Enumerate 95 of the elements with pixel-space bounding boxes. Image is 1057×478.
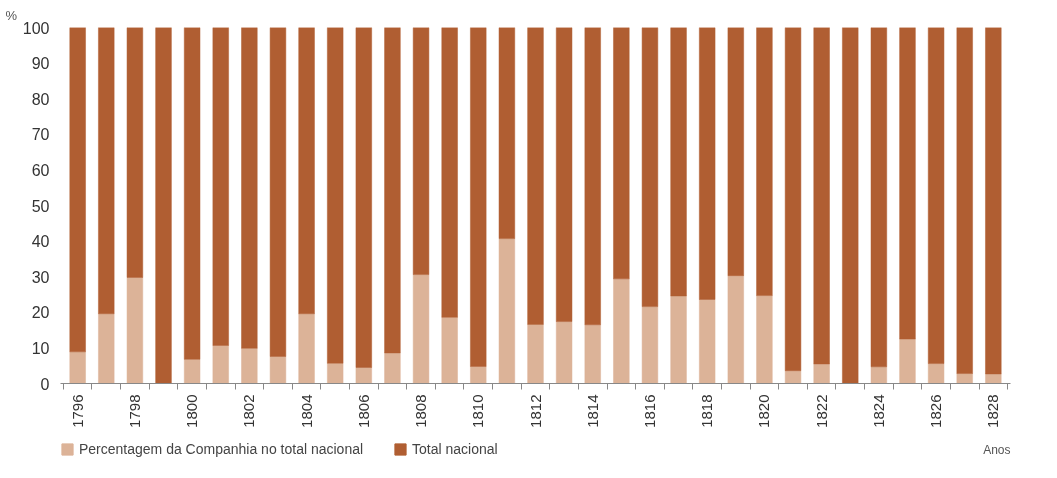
bar [327, 27, 344, 364]
bar [98, 313, 115, 384]
bar [241, 348, 258, 384]
bar [670, 27, 687, 297]
bar [985, 27, 1002, 375]
bar [241, 27, 258, 349]
bar [584, 27, 601, 326]
y-tick-label: 60 [31, 161, 50, 179]
y-tick-label: 30 [31, 268, 50, 286]
y-tick-label: 90 [31, 55, 50, 73]
bar [441, 317, 458, 384]
x-tick-label: 1810 [469, 394, 487, 428]
bar [126, 277, 144, 384]
bar [298, 27, 315, 314]
bar [355, 367, 372, 384]
x-tick-label: 1802 [240, 394, 258, 428]
x-tick-label: 1798 [125, 394, 143, 428]
bar [298, 313, 315, 384]
bar [927, 363, 945, 384]
y-tick-label: 70 [31, 126, 50, 144]
bar [727, 275, 744, 384]
legend-label: Percentagem da Companhia no total nacional [79, 441, 364, 457]
bar [498, 238, 515, 384]
bar [784, 27, 802, 371]
bar [269, 27, 287, 357]
bar [498, 27, 515, 239]
x-tick-label: 1796 [68, 394, 86, 428]
x-tick-label: 1814 [583, 394, 601, 428]
y-tick-label: 50 [31, 197, 50, 215]
bar [327, 362, 344, 384]
y-tick-label: 10 [31, 339, 50, 357]
bar [842, 27, 859, 384]
bar [699, 27, 716, 300]
x-tick-label: 1806 [354, 394, 372, 428]
bar [212, 345, 229, 384]
y-tick-label: 40 [31, 233, 50, 251]
x-tick-label: 1828 [984, 394, 1002, 428]
bar [899, 338, 916, 384]
bar [69, 351, 86, 384]
bar [613, 27, 630, 280]
bar [699, 299, 716, 384]
x-tick-label: 1816 [640, 394, 658, 428]
bar [470, 27, 487, 367]
bar [956, 373, 973, 384]
y-tick-label: 100 [22, 19, 50, 37]
x-tick-label: 1808 [412, 394, 430, 428]
bar [527, 324, 544, 384]
bar [155, 27, 172, 384]
bar [641, 27, 659, 307]
x-tick-label: 1822 [812, 394, 830, 428]
bar [527, 27, 544, 325]
bar [784, 370, 802, 384]
x-tick-label: 1812 [526, 394, 544, 428]
bar [727, 27, 744, 276]
y-tick-label: 0 [40, 375, 50, 393]
y-axis-title: % [5, 7, 18, 23]
bar [956, 27, 973, 374]
bar [126, 27, 144, 278]
bar [269, 356, 287, 384]
bar [613, 278, 630, 384]
bar [184, 27, 201, 360]
bar [355, 27, 372, 368]
bar [813, 363, 830, 384]
bar [756, 295, 773, 384]
x-tick-label: 1800 [183, 394, 201, 428]
x-tick-label: 1820 [755, 394, 773, 428]
bar [670, 295, 687, 384]
bar [441, 27, 458, 318]
bar [756, 27, 773, 296]
bar [870, 366, 887, 384]
x-tick-label: 1826 [927, 394, 945, 428]
bar [384, 27, 401, 354]
legend-label: Total nacional [412, 441, 498, 457]
bar [184, 359, 201, 384]
bar [556, 321, 573, 384]
bar [98, 27, 115, 314]
x-tick-label: 1824 [869, 394, 887, 428]
bar [584, 324, 601, 384]
bar [412, 27, 430, 275]
bar [412, 274, 430, 384]
bar [212, 27, 229, 346]
x-axis-title: Anos [983, 442, 1011, 457]
bar [813, 27, 830, 365]
bar [470, 366, 487, 384]
bar [899, 27, 916, 340]
bar [556, 27, 573, 322]
x-tick-label: 1818 [698, 394, 716, 428]
y-tick-label: 80 [31, 90, 50, 108]
bar [870, 27, 887, 368]
bar [384, 352, 401, 384]
bar [641, 306, 659, 384]
y-tick-label: 20 [31, 304, 50, 322]
bar [69, 27, 86, 353]
bar [927, 27, 945, 364]
x-tick-label: 1804 [297, 394, 315, 428]
